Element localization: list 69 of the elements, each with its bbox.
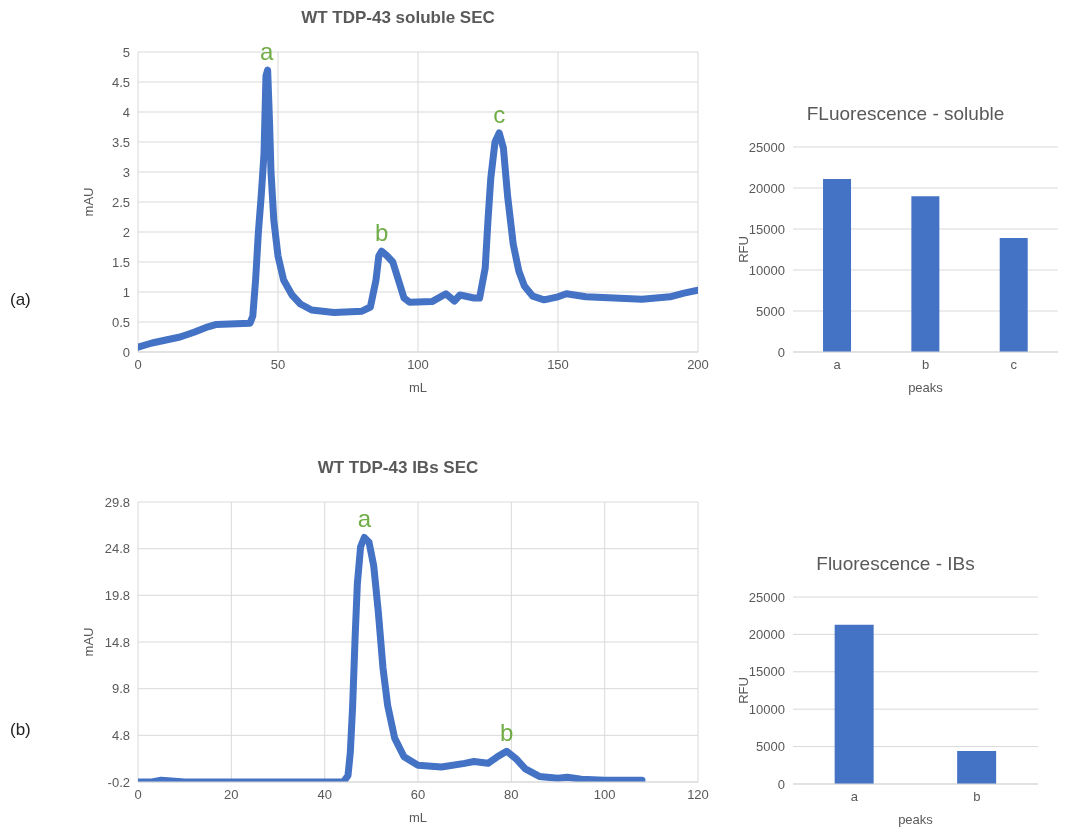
x-tick-label: 0 <box>134 787 142 803</box>
y-tick-label: 15000 <box>748 664 785 680</box>
x-axis-title: mL <box>408 810 428 825</box>
annotation: b <box>499 719 514 747</box>
y-tick-label: 0 <box>122 344 130 360</box>
y-tick-label: 2 <box>122 224 130 240</box>
y-tick-label: 4.8 <box>111 727 130 743</box>
y-tick-label: 15000 <box>748 221 785 237</box>
x-tick-label: 80 <box>504 787 519 803</box>
y-tick-label: 9.8 <box>111 681 130 697</box>
x-axis-title: peaks <box>908 380 944 395</box>
x-tick-label: a <box>833 357 842 373</box>
x-tick-label: 200 <box>687 357 709 373</box>
y-tick-label: 14.8 <box>104 634 130 650</box>
y-tick-label: 4 <box>122 104 130 120</box>
y-tick-label: 0.5 <box>111 314 130 330</box>
y-tick-label: 0 <box>777 344 785 360</box>
y-tick-label: 20000 <box>748 180 785 196</box>
y-tick-label: 5 <box>122 44 130 60</box>
y-axis-title: mAU <box>80 627 96 657</box>
y-tick-label: 5000 <box>756 303 785 319</box>
annotation: a <box>260 38 275 65</box>
x-tick-label: 40 <box>317 787 332 803</box>
y-tick-label: 3.5 <box>111 134 130 150</box>
x-tick-label: b <box>973 789 981 805</box>
y-tick-label: 10000 <box>748 262 785 278</box>
y-tick-label: 3 <box>122 164 130 180</box>
x-tick-label: 50 <box>270 357 286 373</box>
x-tick-label: 20 <box>224 787 239 803</box>
y-tick-label: 10000 <box>748 701 785 717</box>
chart-title: WT TDP-43 IBs SEC <box>316 458 480 478</box>
x-axis-title: mL <box>408 380 428 395</box>
chart-title: FLuorescence - soluble <box>805 103 1006 125</box>
annotation: c <box>493 101 506 128</box>
x-tick-label: b <box>921 357 930 373</box>
y-tick-label: 25000 <box>748 139 785 155</box>
y-tick-label: 29.8 <box>104 494 130 510</box>
x-tick-label: a <box>850 789 859 805</box>
x-tick-label: 60 <box>410 787 426 803</box>
text: (a) <box>10 290 31 310</box>
y-tick-label: 25000 <box>748 589 785 605</box>
y-tick-label: 2.5 <box>111 194 130 210</box>
x-tick-label: 100 <box>407 357 429 373</box>
x-tick-label: c <box>1010 357 1018 373</box>
y-tick-label: 0 <box>777 776 785 792</box>
y-tick-label: 20000 <box>748 627 785 643</box>
x-tick-label: 120 <box>687 787 709 803</box>
y-axis-title: RFU <box>735 677 751 704</box>
y-tick-label: 5000 <box>756 739 785 755</box>
y-tick-label: 1.5 <box>111 254 130 270</box>
x-axis-title: peaks <box>898 812 934 827</box>
bar <box>999 238 1028 352</box>
bar <box>823 178 852 352</box>
chart-title: Fluorescence - IBs <box>815 553 976 575</box>
text: (b) <box>10 720 31 740</box>
y-tick-label: -0.2 <box>107 774 130 790</box>
y-tick-label: 4.5 <box>111 74 130 90</box>
x-tick-label: 100 <box>593 787 616 803</box>
x-tick-label: 0 <box>134 357 142 373</box>
y-tick-label: 19.8 <box>104 587 130 603</box>
x-tick-label: 150 <box>547 357 569 373</box>
annotation: a <box>357 505 372 533</box>
y-axis-title: RFU <box>735 236 751 263</box>
bar <box>911 196 940 352</box>
chart-title: WT TDP-43 soluble SEC <box>300 8 496 28</box>
annotation: b <box>374 219 389 247</box>
y-tick-label: 24.8 <box>104 541 130 557</box>
y-tick-label: 1 <box>122 284 130 300</box>
y-axis-title: mAU <box>80 187 96 217</box>
